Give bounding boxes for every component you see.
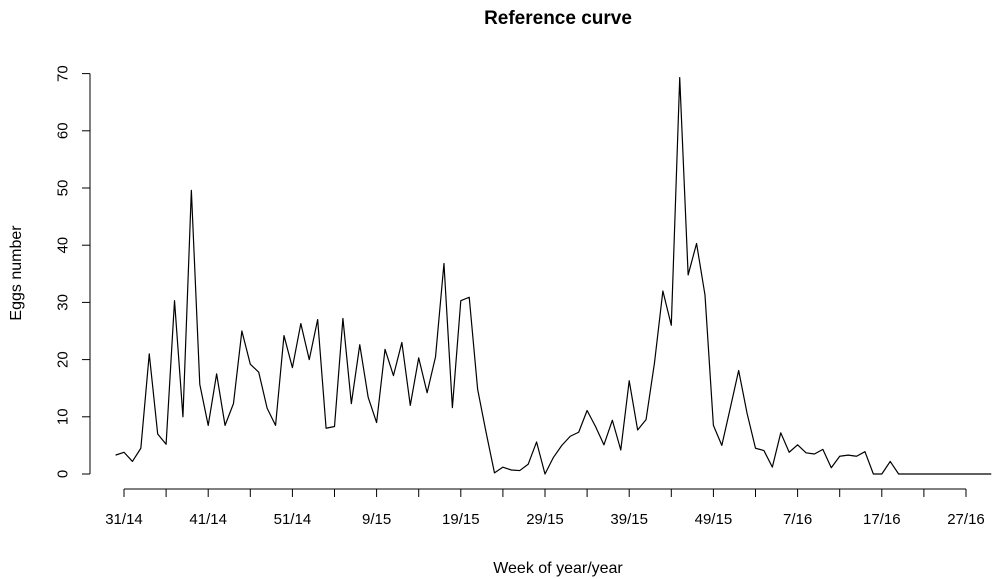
x-tick-label: 41/14 [189,511,227,528]
y-tick-label: 60 [55,122,72,139]
y-tick-label: 70 [55,65,72,82]
x-tick-label: 49/15 [695,511,733,528]
y-tick-label: 40 [55,237,72,254]
x-tick-label: 39/15 [610,511,648,528]
x-tick-label: 51/14 [274,511,312,528]
y-tick-label: 30 [55,294,72,311]
series-line [115,76,992,475]
y-tick-label: 10 [55,408,72,425]
x-axis-label: Week of year/year [493,560,623,577]
series-layer [115,76,992,475]
y-tick-label: 0 [55,470,72,478]
y-axis-label: Eggs number [8,225,25,321]
x-tick-label: 31/14 [105,511,143,528]
x-tick-label: 17/16 [863,511,901,528]
x-tick-label: 27/16 [947,511,985,528]
x-tick-label: 29/15 [526,511,564,528]
x-tick-label: 7/16 [783,511,812,528]
chart-title: Reference curve [484,8,632,29]
x-tick-label: 9/15 [362,511,391,528]
y-tick-label: 20 [55,351,72,368]
x-axis: 31/14 41/14 51/14 9/15 19/15 29/15 39/15 49/15 7… [105,488,985,528]
x-tick-label: 19/15 [442,511,480,528]
y-axis: 0 10 20 30 40 50 60 70 [55,65,91,478]
y-tick-label: 50 [55,180,72,197]
